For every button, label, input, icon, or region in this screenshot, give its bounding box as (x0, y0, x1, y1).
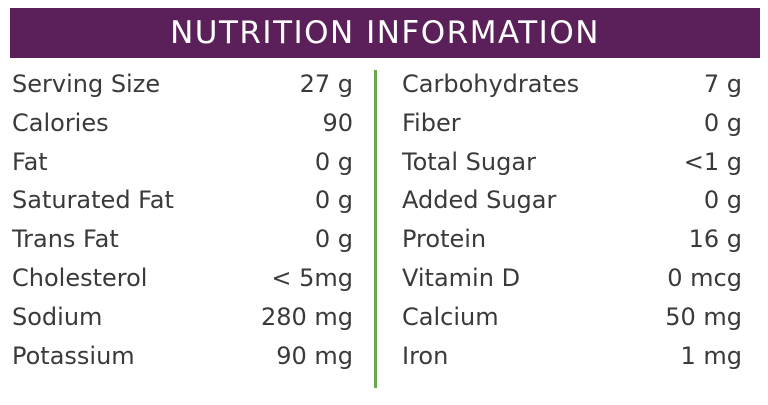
nutrient-name: Calories (12, 108, 109, 137)
nutrient-name: Calcium (402, 302, 499, 331)
nutrient-amount: 0 g (314, 186, 353, 215)
nutrient-amount: 0 g (314, 225, 353, 254)
nutrient-amount: 50 mg (665, 302, 742, 331)
nutrient-row: Fat 0 g (12, 143, 353, 182)
nutrient-row: Sodium 280 mg (12, 298, 353, 337)
nutrient-amount: 0 g (314, 147, 353, 176)
right-column: Carbohydrates 7 g Fiber 0 g Total Sugar <1 g A… (402, 65, 742, 375)
nutrient-name: Potassium (12, 341, 135, 370)
nutrient-row: Protein 16 g (402, 220, 742, 259)
nutrient-row: Calories 90 (12, 104, 353, 143)
nutrient-row: Added Sugar 0 g (402, 181, 742, 220)
left-column: Serving Size 27 g Calories 90 Fat 0 g Saturate… (12, 65, 353, 375)
nutrient-name: Added Sugar (402, 186, 557, 215)
nutrient-row: Carbohydrates 7 g (402, 65, 742, 104)
nutrient-amount: 1 mg (680, 341, 742, 370)
nutrient-name: Saturated Fat (12, 186, 174, 215)
nutrient-row: Potassium 90 mg (12, 337, 353, 376)
nutrient-row: Trans Fat 0 g (12, 220, 353, 259)
nutrient-name: Protein (402, 225, 487, 254)
nutrient-name: Total Sugar (402, 147, 536, 176)
nutrient-row: Total Sugar <1 g (402, 143, 742, 182)
nutrient-name: Vitamin D (402, 263, 521, 292)
nutrient-amount: 0 g (703, 108, 742, 137)
nutrient-name: Iron (402, 341, 449, 370)
title: NUTRITION INFORMATION (10, 8, 760, 58)
nutrient-row: Iron 1 mg (402, 337, 742, 376)
nutrient-amount: 27 g (299, 70, 353, 98)
nutrient-amount: < 5mg (271, 263, 353, 292)
nutrient-row: Serving Size 27 g (12, 65, 353, 104)
nutrient-name: Sodium (12, 302, 103, 331)
nutrient-row: Cholesterol < 5mg (12, 259, 353, 298)
nutrient-amount: 280 mg (260, 302, 353, 331)
nutrient-name: Serving Size (12, 70, 161, 98)
nutrient-row: Fiber 0 g (402, 104, 742, 143)
nutrient-amount: 16 g (688, 225, 742, 254)
nutrient-amount: <1 g (683, 147, 742, 176)
divider (374, 70, 377, 388)
nutrient-row: Vitamin D 0 mcg (402, 259, 742, 298)
nutrient-row: Calcium 50 mg (402, 298, 742, 337)
nutrient-amount: 0 g (703, 186, 742, 215)
nutrient-name: Trans Fat (12, 225, 119, 254)
nutrient-amount: 90 mg (276, 341, 353, 370)
nutrient-name: Fat (12, 147, 48, 176)
nutrient-amount: 90 (322, 108, 353, 137)
nutrient-name: Cholesterol (12, 263, 148, 292)
nutrient-name: Fiber (402, 108, 461, 137)
nutrient-name: Carbohydrates (402, 70, 580, 98)
nutrient-amount: 7 g (703, 70, 742, 98)
nutrient-amount: 0 mcg (667, 263, 742, 292)
nutrient-row: Saturated Fat 0 g (12, 181, 353, 220)
